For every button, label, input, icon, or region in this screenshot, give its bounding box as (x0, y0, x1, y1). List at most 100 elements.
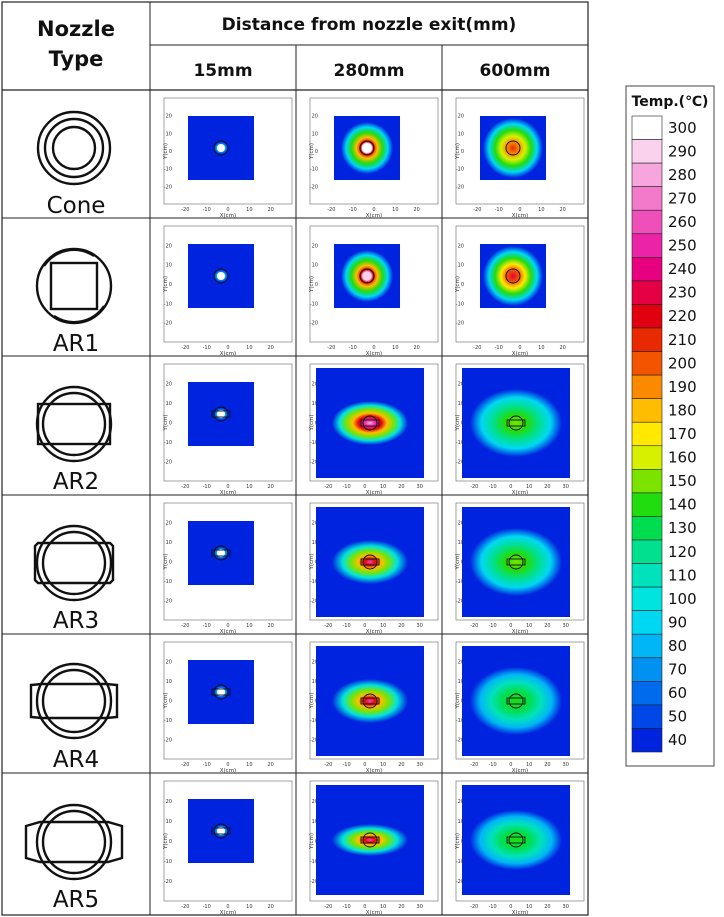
y-tick-label: -20 (164, 738, 172, 744)
x-axis-label: X(cm) (220, 910, 236, 916)
nozzle-outline (213, 684, 229, 700)
x-tick-label: 30 (417, 762, 423, 768)
legend-swatch (631, 351, 663, 376)
y-axis-label: Y(cm) (163, 276, 169, 293)
nozzle-outline (211, 549, 231, 557)
plot-frame (309, 363, 439, 482)
x-tick-label: 10 (246, 904, 252, 910)
y-tick-label: 0 (315, 149, 318, 155)
x-tick-label: -10 (342, 484, 350, 490)
legend-swatch (631, 162, 663, 187)
x-tick-label: -10 (342, 762, 350, 768)
legend-level-label: 40 (668, 731, 687, 749)
y-axis-label: Y(cm) (309, 143, 315, 160)
legend-swatch (631, 728, 663, 753)
x-tick-label: -20 (181, 484, 189, 490)
x-tick-label: 20 (413, 345, 419, 351)
heatmap-panel: -20 -10 0 10 20 20 10 0 -10 -20 X(cm) Y(cm) (163, 225, 293, 357)
x-tick-label: 10 (380, 904, 386, 910)
x-tick-label: -20 (181, 904, 189, 910)
y-tick-label: -20 (456, 599, 464, 605)
x-tick-label: -20 (327, 345, 335, 351)
y-tick-label: 10 (166, 263, 172, 269)
heatmap-panel: -20 -10 0 10 20 30 20 10 0 -10 -20 X(cm) Y(cm) (309, 780, 439, 916)
heatmap-panel: -20 -10 0 10 20 20 10 0 -10 -20 X(cm) Y(cm) (309, 97, 439, 219)
legend-level-label: 130 (668, 519, 697, 537)
heatmap-panels: -20 -10 0 10 20 20 10 0 -10 -20 X(cm) Y(cm) -20 -10 0 1… (163, 97, 585, 916)
y-axis-label: Y(cm) (309, 414, 315, 431)
x-tick-label: 0 (509, 484, 512, 490)
row-label-cone: Cone (47, 193, 106, 219)
y-tick-label: -20 (310, 184, 318, 190)
y-tick-label: 0 (169, 149, 172, 155)
y-axis-label: Y(cm) (455, 692, 461, 709)
heatmap-panel: -20 -10 0 10 20 30 20 10 0 -10 -20 X(cm) Y(cm) (309, 502, 439, 635)
y-axis-label: Y(cm) (455, 143, 461, 160)
x-tick-label: 10 (380, 623, 386, 629)
y-tick-label: 20 (458, 799, 464, 805)
x-tick-label: 0 (226, 345, 229, 351)
header-type: Type (49, 47, 104, 71)
x-tick-label: 0 (363, 904, 366, 910)
x-tick-label: 30 (563, 904, 569, 910)
nozzle-cone-icon (36, 110, 112, 186)
y-tick-label: 20 (312, 382, 318, 388)
y-tick-label: -10 (456, 718, 464, 724)
nozzle-ar2-icon (35, 385, 113, 463)
column-280mm: 280mm (334, 61, 405, 81)
legend-swatch (631, 681, 663, 706)
x-tick-label: 30 (417, 904, 423, 910)
x-axis-label: X(cm) (220, 629, 236, 635)
x-tick-label: 0 (509, 623, 512, 629)
legend-swatch (631, 398, 663, 423)
y-tick-label: 10 (312, 401, 318, 407)
y-tick-label: 10 (458, 131, 464, 137)
jet-core (217, 410, 225, 418)
x-tick-label: 0 (518, 345, 521, 351)
heatmap-panel: -20 -10 0 10 20 30 20 10 0 -10 -20 X(cm) Y(cm) (455, 363, 585, 496)
temperature-plume (483, 118, 543, 178)
x-tick-label: 30 (563, 623, 569, 629)
x-tick-label: 10 (246, 762, 252, 768)
legend-swatch (631, 327, 663, 352)
y-tick-label: -20 (456, 738, 464, 744)
nozzle-outline (211, 827, 231, 835)
y-tick-label: 0 (169, 839, 172, 845)
y-axis-label: Y(cm) (455, 276, 461, 293)
nozzle-outline (359, 268, 375, 284)
plot-frame (163, 97, 293, 205)
y-axis-label: Y(cm) (163, 833, 169, 850)
nozzle-ar1-icon (35, 247, 113, 325)
y-tick-label: 20 (312, 114, 318, 120)
legend-swatch (631, 657, 663, 682)
x-tick-label: 0 (226, 904, 229, 910)
column-15mm: 15mm (193, 61, 252, 81)
x-tick-label: -10 (488, 904, 496, 910)
y-tick-label: 0 (315, 282, 318, 288)
y-tick-label: -10 (164, 718, 172, 724)
y-tick-label: -20 (164, 460, 172, 466)
y-tick-label: 0 (461, 699, 464, 705)
plot-frame (455, 780, 585, 902)
y-tick-label: -20 (310, 460, 318, 466)
legend-level-label: 110 (668, 566, 697, 584)
y-tick-label: 10 (458, 401, 464, 407)
y-tick-label: 10 (166, 131, 172, 137)
y-tick-label: 10 (458, 540, 464, 546)
legend-swatch (631, 374, 663, 399)
x-tick-label: 20 (398, 904, 404, 910)
y-tick-label: -10 (310, 301, 318, 307)
temperature-legend: Temp.(℃) 300 290 280 270 260 250 240 230 220 210 2… (625, 85, 715, 767)
x-tick-label: -20 (324, 762, 332, 768)
heatmap-panel: -20 -10 0 10 20 20 10 0 -10 -20 X(cm) Y(cm) (309, 225, 439, 357)
nozzle-outline (211, 410, 231, 418)
legend-level-label: 260 (668, 213, 697, 231)
x-tick-label: -20 (470, 904, 478, 910)
y-tick-label: -10 (164, 859, 172, 865)
nozzle-outline (508, 415, 524, 431)
x-tick-label: 20 (544, 484, 550, 490)
nozzle-outline (362, 554, 378, 570)
y-tick-label: 10 (312, 819, 318, 825)
x-tick-label: 30 (417, 484, 423, 490)
